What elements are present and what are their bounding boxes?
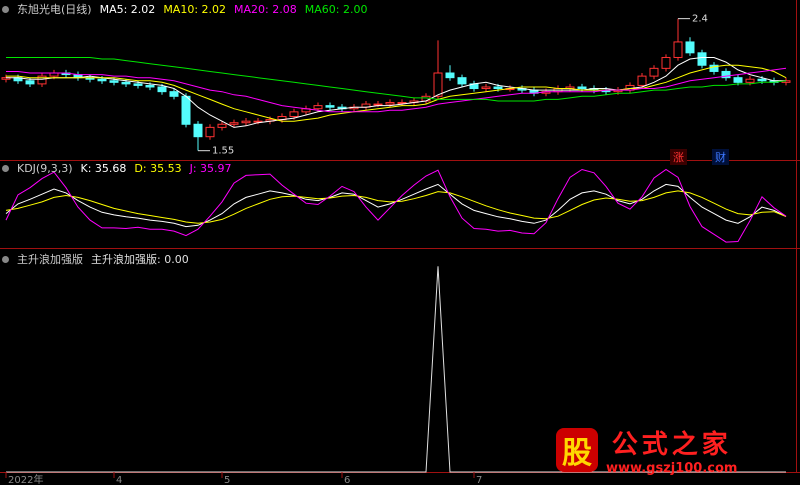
legend-entry: K: 35.68 [80,162,127,175]
candle-body [37,75,47,85]
candle-body [745,78,755,83]
watermark-url: www.gszj100.com [606,461,738,476]
candle-body [373,103,383,106]
candle-body [169,91,179,97]
candle-body [385,102,395,105]
marker: 财 [712,149,729,165]
legend-entry: MA5: 2.02 [99,2,156,16]
candle-body [721,70,731,79]
annotation: 2.4 [692,14,708,25]
candle-body [181,95,191,125]
candle-body [433,72,443,97]
series-line [5,190,787,224]
candle-body [733,77,743,83]
candle-body [145,84,155,88]
candle-body [685,41,695,54]
candle-body [493,86,503,90]
legend-entry: 主升浪加强版: 0.00 [91,253,189,266]
indicator-header: 主升浪加强版 主升浪加强版: 0.00 [2,251,189,267]
candle-body [757,78,767,82]
icon [2,255,9,263]
candle-body [157,86,167,93]
panel-title: 东旭光电(日线) [17,3,92,16]
legend-entry: MA60: 2.00 [304,2,368,16]
candle-body [109,80,119,83]
candle-body [445,72,455,79]
candle-body [313,105,323,110]
candle-body [97,78,107,82]
x-tick-label: 6 [344,475,350,485]
candle-body [673,41,683,58]
kdj-header: KDJ(9,3,3) K: 35.68 D: 35.53 J: 35.97 [2,162,232,175]
candle-body [637,75,647,86]
x-tick-label: 4 [116,475,122,485]
candle-body [697,52,707,66]
candle-body [241,120,251,124]
candle-body [229,122,239,125]
watermark-text: 公式之家 www.gszj100.com [606,424,737,476]
legend-entry: MA20: 2.08 [234,2,297,16]
candle-body [205,126,215,138]
marker: 涨 [670,149,687,165]
candle-body [25,80,35,85]
candle-body [577,86,587,90]
candle-body [121,81,131,85]
watermark-logo: 股 [556,428,598,472]
icon [2,5,9,13]
candle-body [133,83,143,86]
series-line [5,183,787,228]
legend-entry: MA10: 2.02 [163,2,227,16]
candle-body [325,105,335,108]
legend-entry: D: 35.53 [134,162,182,175]
candle-body [661,56,671,69]
panel-title: KDJ(9,3,3) [17,162,73,175]
series-line [6,64,787,122]
x-tick-label: 2022年 [8,473,43,485]
candle-body [649,67,659,77]
watermark: 股 公式之家 www.gszj100.com [556,424,737,476]
series-line [6,266,786,473]
candle-body [397,102,407,105]
series-line [6,67,787,113]
watermark-name: 公式之家 [611,430,732,460]
annotation: 1.55 [212,146,234,157]
candle-body [289,111,299,118]
candle-body [253,120,263,123]
series-line [5,168,787,243]
x-tick-label: 7 [476,475,482,485]
candle-body [481,86,491,90]
series-line [6,57,786,128]
icon [2,165,9,172]
panel-title: 主升浪加强版 [17,253,83,266]
price-header: 东旭光电(日线) MA5: 2.02 MA10: 2.02 MA20: 2.08 MA6… [2,1,367,17]
series-line [6,57,787,102]
x-tick-label: 5 [224,475,230,485]
candle-body [457,77,467,85]
candle-body [193,123,203,138]
legend-entry: J: 35.97 [189,162,232,175]
candle-body [217,123,227,128]
